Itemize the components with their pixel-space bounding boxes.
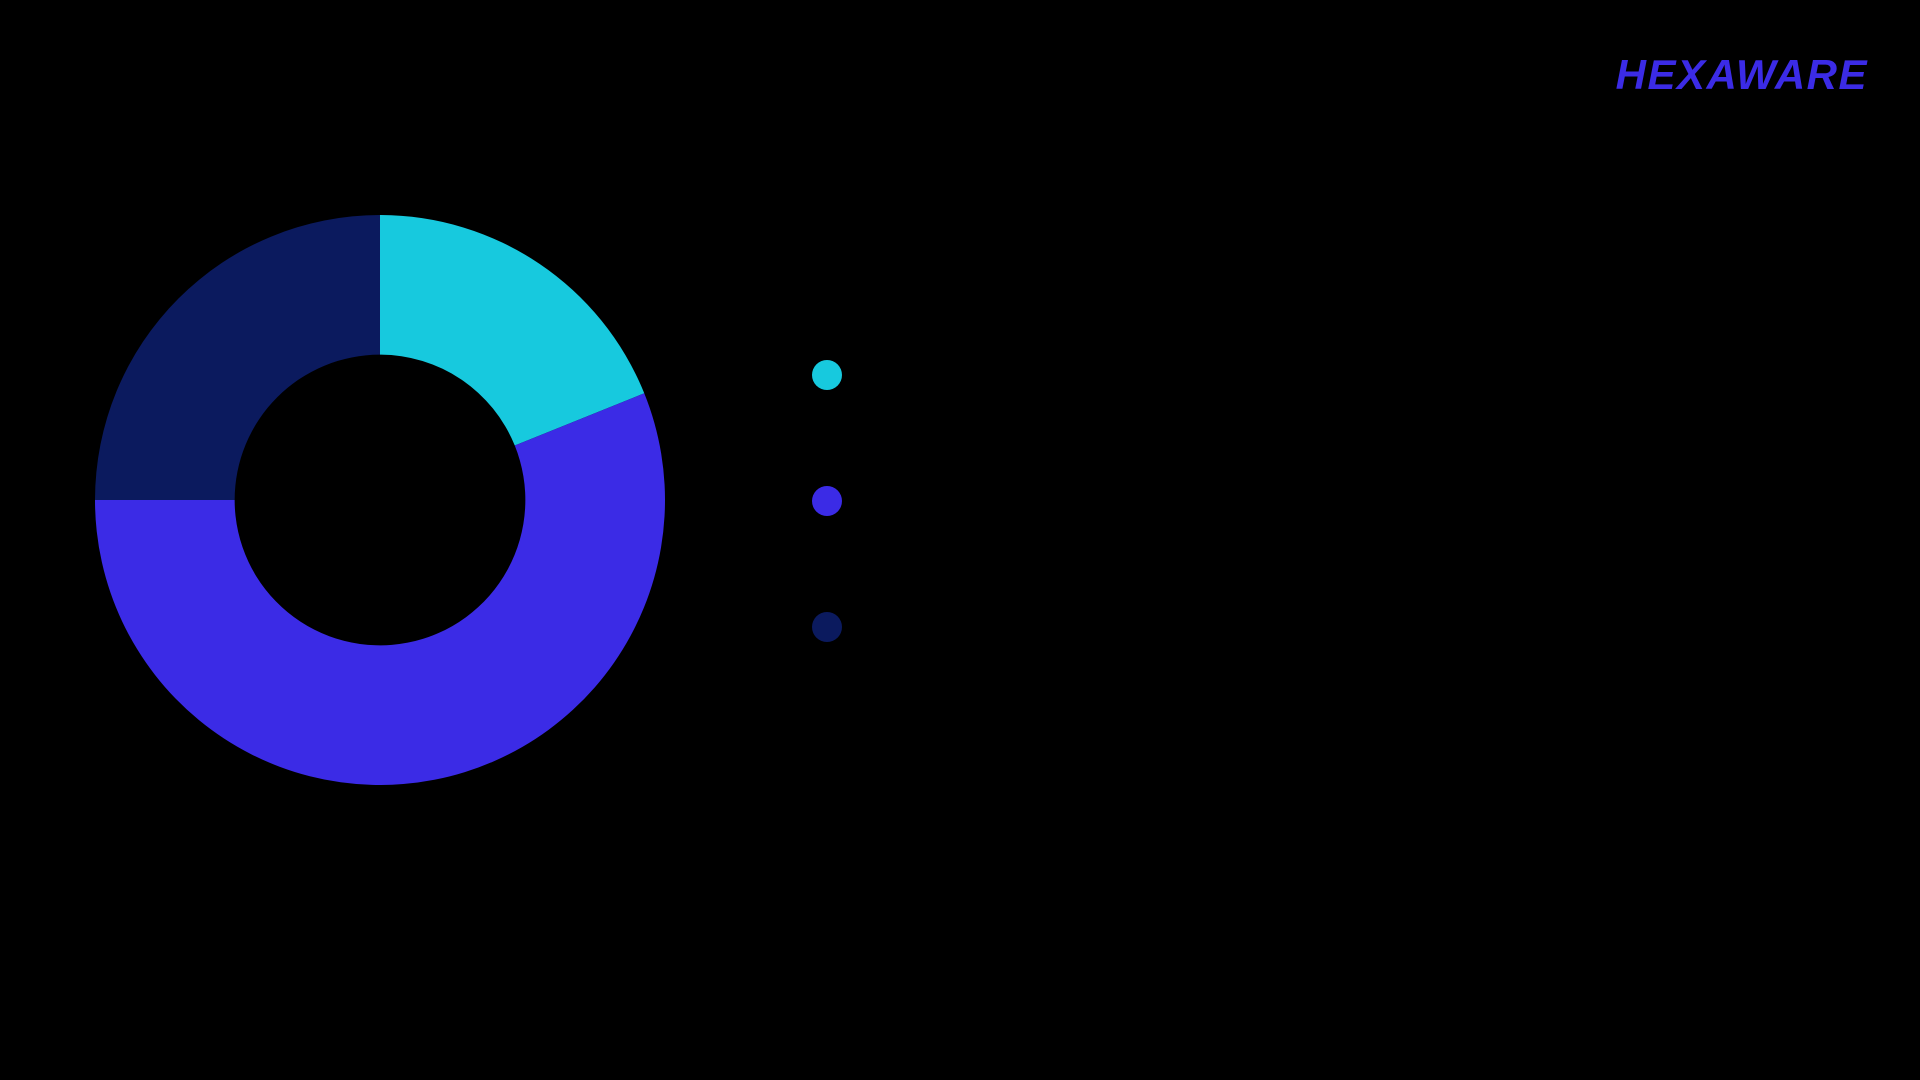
donut-chart[interactable] — [95, 215, 665, 785]
donut-slice-1[interactable] — [380, 215, 645, 446]
legend-swatch-cyan — [812, 360, 842, 390]
legend-item-3[interactable] — [812, 592, 1792, 718]
legend-text-1 — [870, 340, 1792, 350]
legend-text-2 — [870, 466, 1792, 476]
legend-text-3 — [870, 592, 1792, 602]
legend-item-1[interactable] — [812, 340, 1792, 466]
legend-item-2[interactable] — [812, 466, 1792, 592]
hexaware-logo: HEXAWARE — [1615, 51, 1868, 98]
donut-chart-svg — [95, 215, 665, 785]
legend-swatch-indigo — [812, 486, 842, 516]
donut-slice-3[interactable] — [95, 215, 380, 500]
legend-swatch-navy — [812, 612, 842, 642]
chart-legend — [812, 340, 1792, 718]
donut-slice-group — [95, 215, 665, 785]
donut-slice-2[interactable] — [95, 393, 665, 785]
chart-area — [0, 0, 760, 1080]
